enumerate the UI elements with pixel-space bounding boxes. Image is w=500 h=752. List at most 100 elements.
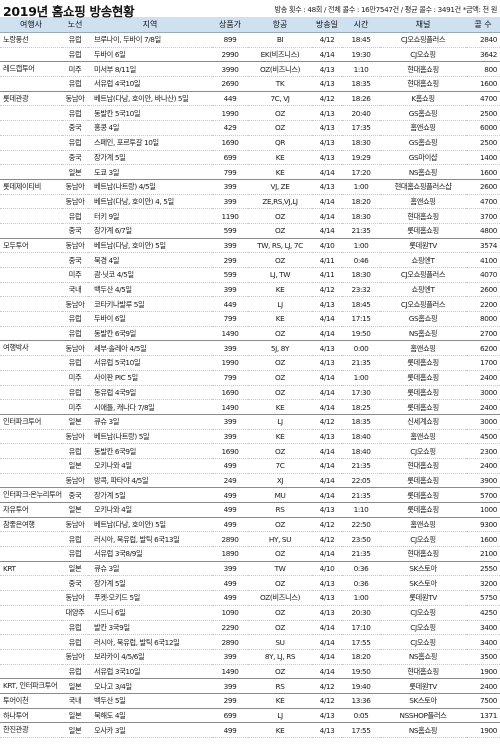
date-cell: 4/13 [312, 120, 342, 136]
route-cell: 동남아 [62, 429, 88, 445]
date-cell: 4/14 [312, 399, 342, 415]
agency-cell: 레드캡투어 [0, 61, 62, 78]
airline-cell: TW [248, 560, 312, 577]
table-row: 하나투어 일본 북해도 4일 699 LJ 4/13 0:05 NSSHOP플러스 1371 [0, 707, 500, 724]
airline-cell: BI [248, 32, 312, 48]
route-cell: 유럽 [62, 208, 88, 224]
time-cell: 0:46 [342, 252, 380, 268]
channel-cell: 현대홈쇼핑 [380, 61, 466, 78]
region-cell: 서유럽 4국10일 [88, 76, 212, 92]
time-cell: 17:30 [342, 385, 380, 401]
agency-cell [0, 223, 62, 239]
calls-cell: 3574 [466, 237, 500, 254]
channel-cell: 홈앤쇼핑 [380, 516, 466, 533]
route-cell: 동남아 [62, 649, 88, 665]
price-cell: 499 [212, 502, 248, 518]
agency-cell [0, 311, 62, 327]
channel-cell: NS홈쇼핑 [380, 326, 466, 342]
price-cell: 699 [212, 150, 248, 166]
calls-cell: 2600 [466, 178, 500, 195]
airline-cell: KE [248, 692, 312, 709]
region-cell: 발칸 3국9일 [88, 620, 212, 636]
channel-cell: 홈앤쇼핑 [380, 340, 466, 357]
header-price: 상품가 [212, 17, 248, 33]
time-cell: 1:00 [342, 237, 380, 254]
agency-cell [0, 194, 62, 210]
price-cell: 2690 [212, 76, 248, 92]
agency-cell [0, 252, 62, 268]
agency-cell: 인터파크·온누리투어 [0, 487, 62, 503]
airline-cell: OZ [248, 605, 312, 621]
price-cell: 2290 [212, 620, 248, 636]
price-cell: 499 [212, 487, 248, 503]
channel-cell: CJ오쇼핑플러스 [380, 296, 466, 313]
date-cell: 4/12 [312, 516, 342, 533]
price-cell: 399 [212, 194, 248, 210]
airline-cell: KE [248, 429, 312, 445]
price-cell: 299 [212, 692, 248, 709]
airline-cell: 7C, VJ [248, 90, 312, 107]
calls-cell: 2100 [466, 546, 500, 562]
channel-cell: 현대홈쇼핑 [380, 546, 466, 562]
price-cell: 499 [212, 458, 248, 474]
airline-cell: KE [248, 399, 312, 415]
table-row: 유럽 서유럽 3국8/9일 1890 OZ 4/14 21:35 현대홈쇼핑 2100 [0, 546, 500, 562]
route-cell: 중국 [62, 252, 88, 268]
channel-cell: GS홈쇼핑 [380, 311, 466, 327]
route-cell: 미주 [62, 399, 88, 415]
price-cell: 449 [212, 296, 248, 313]
calls-cell: 3400 [466, 634, 500, 650]
table-row: 동남아 방콕, 파타야 4/5일 249 XJ 4/14 22:05 롯데홈쇼핑 3900 [0, 473, 500, 489]
route-cell: 일본 [62, 722, 88, 738]
route-cell: 동남아 [62, 90, 88, 107]
time-cell: 21:35 [342, 546, 380, 562]
airline-cell: QR [248, 135, 312, 151]
channel-cell: 롯데홈쇼핑 [380, 370, 466, 386]
time-cell: 22:05 [342, 473, 380, 489]
time-cell: 18:30 [342, 208, 380, 224]
time-cell: 23:50 [342, 531, 380, 548]
airline-cell: OZ [248, 575, 312, 592]
table-row: 인터파크·온누리투어 중국 장가계 5일 499 MU 4/14 21:35 롯데홈쇼핑 570… [0, 487, 500, 503]
airline-cell: VJ, ZE [248, 178, 312, 195]
date-cell: 4/14 [312, 473, 342, 489]
airline-cell: LJ [248, 296, 312, 313]
channel-cell: CJ오쇼핑 [380, 620, 466, 636]
route-cell: 유럽 [62, 634, 88, 650]
airline-cell: TW, RS, LJ, 7C [248, 237, 312, 254]
date-cell: 4/14 [312, 223, 342, 239]
calls-cell: 2200 [466, 296, 500, 313]
calls-cell: 1600 [466, 531, 500, 548]
table-row: 노랑풍선 유럽 브루나이, 두바이 7/8일 899 BI 4/12 18:45 CJ오쇼핑플… [0, 32, 500, 48]
airline-cell: XJ [248, 473, 312, 489]
time-cell: 20:30 [342, 605, 380, 621]
table-row: 중국 장가계 6/7일 599 OZ 4/14 21:35 롯데홈쇼핑 4800 [0, 223, 500, 239]
region-cell: 베트남(다낭, 호이안) 5일 [88, 516, 212, 533]
region-cell: 베트남(나트랑) 5일 [88, 429, 212, 445]
airline-cell: OZ [248, 546, 312, 562]
time-cell: 18:45 [342, 32, 380, 48]
route-cell: 유럽 [62, 326, 88, 342]
table-row: 중국 홍콩 4일 429 OZ 4/13 17:35 홈앤쇼핑 6000 [0, 120, 500, 136]
calls-cell: 5750 [466, 590, 500, 606]
route-cell: 유럽 [62, 135, 88, 151]
route-cell: 미주 [62, 370, 88, 386]
calls-cell: 3500 [466, 649, 500, 665]
calls-cell: 4500 [466, 429, 500, 445]
price-cell: 899 [212, 32, 248, 48]
date-cell: 4/13 [312, 355, 342, 371]
agency-cell [0, 164, 62, 180]
channel-cell: NS홈쇼핑 [380, 164, 466, 180]
calls-cell: 4250 [466, 605, 500, 621]
time-cell: 1:10 [342, 61, 380, 78]
agency-cell [0, 605, 62, 621]
region-cell: 오키나와 4일 [88, 502, 212, 518]
summary-line: 방송 횟수 : 48회 / 전체 콜수 : 16만7547건 / 평균 콜수 :… [274, 5, 497, 14]
channel-cell: GS홈쇼핑 [380, 105, 466, 122]
calls-cell: 4700 [466, 194, 500, 210]
agency-cell [0, 429, 62, 445]
price-cell: 299 [212, 252, 248, 268]
calls-cell: 1600 [466, 76, 500, 92]
time-cell: 17:55 [342, 634, 380, 650]
channel-cell: CJ오쇼핑플러스 [380, 267, 466, 283]
